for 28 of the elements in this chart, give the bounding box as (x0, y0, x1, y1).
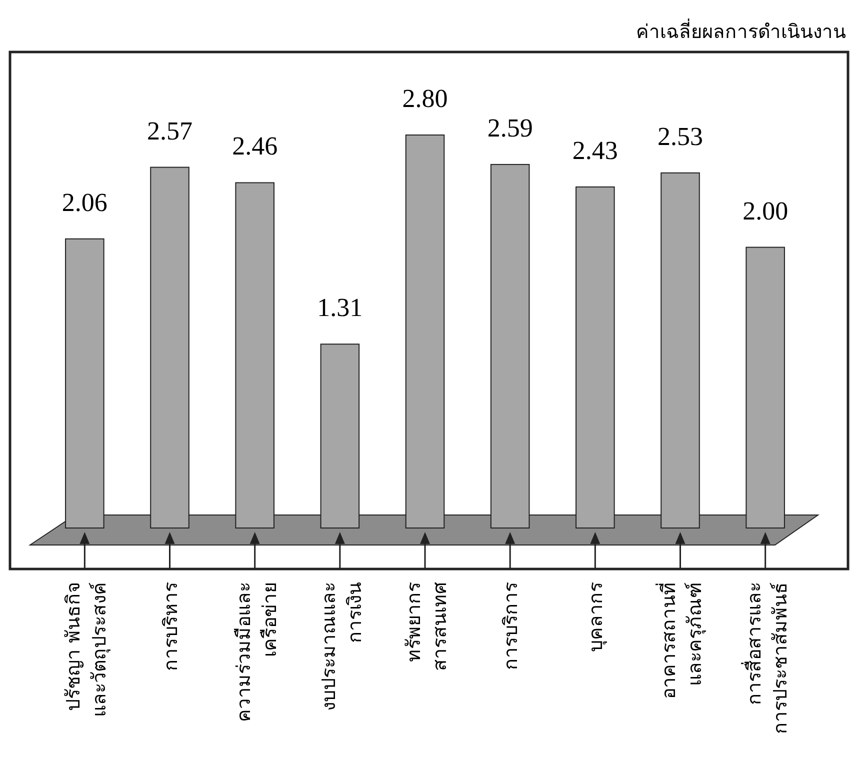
bar (65, 238, 104, 528)
x-tick-label: ความร่วมมือและ เครือข่าย (232, 582, 281, 722)
data-label: 2.06 (62, 188, 108, 217)
x-tick-label: การบริหาร (160, 582, 182, 671)
bar (746, 246, 785, 528)
bar (405, 134, 445, 528)
data-label: 1.31 (317, 293, 363, 322)
data-label: 2.57 (147, 116, 192, 146)
bar (235, 182, 274, 528)
bar (150, 166, 190, 528)
data-label: 2.46 (232, 132, 278, 161)
x-tick-label: บุคลากร (585, 582, 608, 652)
x-tick-label: ปรัชญา พันธกิจ และวัตถุประสงค์ (62, 582, 112, 717)
x-tick-label: อาคารสถานที่ และครุภัณฑ์ (655, 582, 708, 699)
x-tick-label: ทรัพยากร สารสนเทศ (403, 582, 451, 671)
data-label: 2.53 (658, 122, 703, 151)
bar (320, 344, 360, 528)
bar (660, 172, 700, 528)
bar (490, 164, 530, 528)
data-label: 2.43 (572, 136, 618, 165)
data-label: 2.80 (402, 84, 448, 113)
data-label: 2.59 (487, 113, 533, 142)
data-label: 2.00 (742, 196, 788, 226)
bar (576, 186, 615, 528)
x-tick-label: การสื่อสารและ การประชาสัมพันธ์ (740, 582, 792, 734)
x-tick-label: งบประมาณและ การเงิน (318, 582, 366, 711)
x-tick-label: การบริการ (500, 582, 522, 670)
chart-title: ค่าเฉลี่ยผลการดำเนินงาน (636, 18, 846, 43)
